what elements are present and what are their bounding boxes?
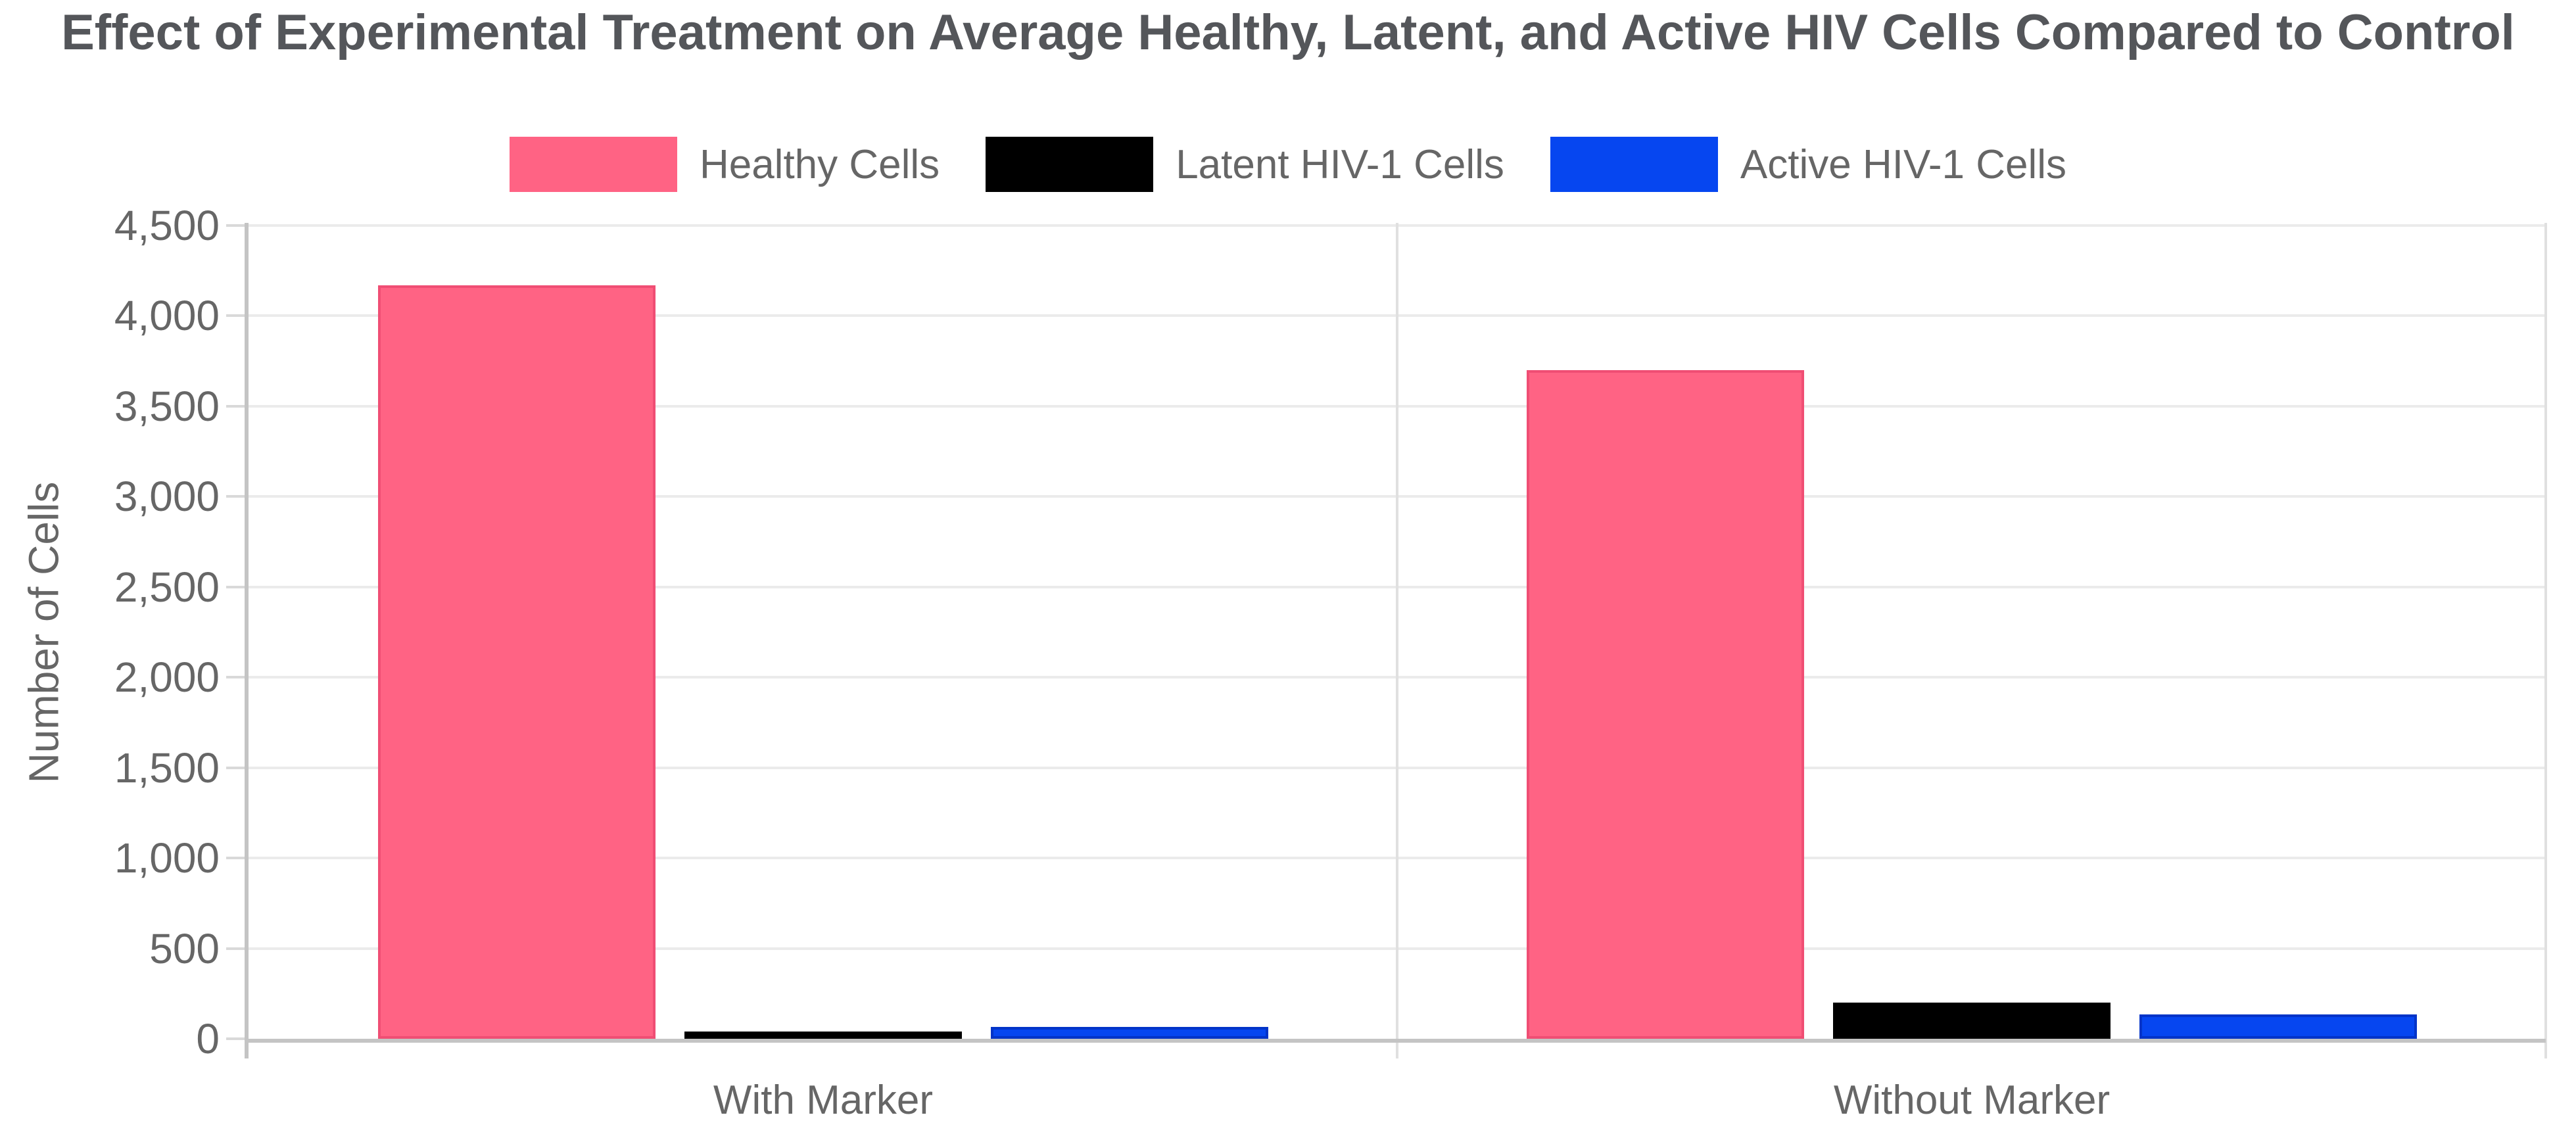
y-tick-mark-4500 xyxy=(226,224,249,227)
y-tick-mark-500 xyxy=(226,947,249,950)
chart-title: Effect of Experimental Treatment on Aver… xyxy=(61,5,2515,60)
y-tick-label-4000: 4,000 xyxy=(114,292,220,339)
y-tick-label-3500: 3,500 xyxy=(114,383,220,430)
y-tick-mark-2000 xyxy=(226,676,249,678)
bar-healthy-cells-with-marker xyxy=(378,285,656,1039)
legend-item-healthy-cells: Healthy Cells xyxy=(509,137,940,192)
y-tick-label-2000: 2,000 xyxy=(114,653,220,701)
y-tick-label-500: 500 xyxy=(149,925,220,972)
y-tick-mark-2500 xyxy=(226,586,249,588)
legend-swatch-active-hiv-1-cells xyxy=(1550,137,1718,192)
category-divider-1 xyxy=(1396,223,1398,1058)
y-tick-label-1000: 1,000 xyxy=(114,834,220,882)
x-category-label-without-marker: Without Marker xyxy=(1833,1078,2111,1123)
legend-swatch-latent-hiv-1-cells xyxy=(986,137,1154,192)
y-tick-label-1500: 1,500 xyxy=(114,744,220,792)
legend-item-latent-hiv-1-cells: Latent HIV-1 Cells xyxy=(986,137,1504,192)
legend: Healthy Cells Latent HIV-1 Cells Active HI… xyxy=(0,131,2576,197)
y-tick-mark-0 xyxy=(226,1037,249,1040)
bar-active-hiv-1-cells-without-marker xyxy=(2139,1014,2417,1039)
x-category-label-with-marker: With Marker xyxy=(713,1078,934,1123)
y-tick-label-3000: 3,000 xyxy=(114,473,220,520)
bar-active-hiv-1-cells-with-marker xyxy=(991,1027,1268,1039)
y-tick-label-4500: 4,500 xyxy=(114,202,220,249)
y-axis-line xyxy=(245,223,249,1058)
legend-label-latent-hiv-1-cells: Latent HIV-1 Cells xyxy=(1176,141,1504,187)
y-tick-label-2500: 2,500 xyxy=(114,563,220,611)
y-tick-mark-1000 xyxy=(226,857,249,859)
legend-item-active-hiv-1-cells: Active HIV-1 Cells xyxy=(1550,137,2066,192)
category-divider-2 xyxy=(2544,223,2547,1058)
y-tick-mark-1500 xyxy=(226,767,249,769)
y-tick-mark-3000 xyxy=(226,495,249,498)
bar-latent-hiv-1-cells-without-marker xyxy=(1833,1003,2111,1039)
legend-label-healthy-cells: Healthy Cells xyxy=(699,141,940,187)
y-tick-mark-4000 xyxy=(226,314,249,317)
y-axis-title: Number of Cells xyxy=(20,481,67,783)
legend-label-active-hiv-1-cells: Active HIV-1 Cells xyxy=(1740,141,2067,187)
x-axis-line xyxy=(245,1039,2546,1043)
bar-healthy-cells-without-marker xyxy=(1527,370,1804,1039)
y-tick-mark-3500 xyxy=(226,405,249,408)
legend-swatch-healthy-cells xyxy=(509,137,677,192)
bar-latent-hiv-1-cells-with-marker xyxy=(684,1032,962,1039)
y-tick-label-0: 0 xyxy=(196,1015,220,1062)
y-axis-title-wrap: Number of Cells xyxy=(0,226,87,1039)
